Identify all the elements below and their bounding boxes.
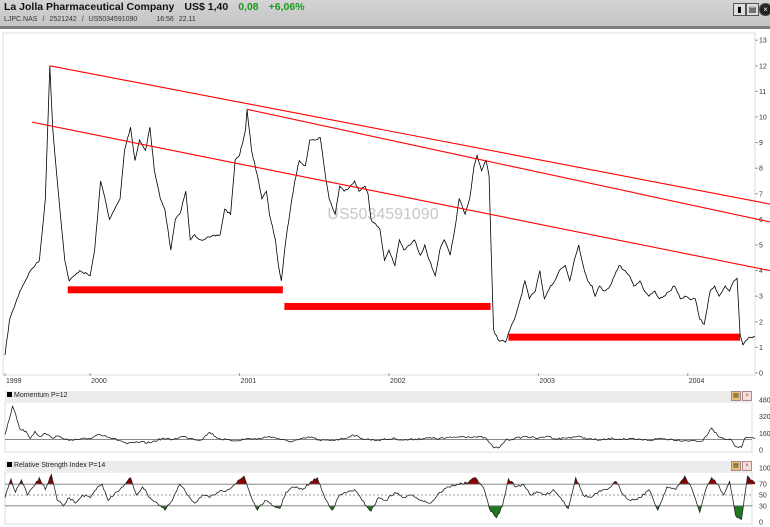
- y-tick-label: 8: [759, 166, 763, 173]
- x-tick-label: 2002: [390, 378, 406, 385]
- quote-details-row: LJPC.NAS / 2521242 / US5034591090 16:56 …: [4, 15, 196, 24]
- close-icon[interactable]: ×: [759, 3, 770, 16]
- isin: US5034591090: [88, 16, 138, 23]
- panel-close-icon[interactable]: ×: [742, 461, 752, 471]
- y-tick-label: 50: [759, 493, 767, 500]
- y-tick-label: 0: [759, 448, 763, 455]
- rsi-plot-frame: [4, 471, 753, 525]
- price-line: [4, 65, 756, 356]
- price-plot-frame: [2, 32, 756, 376]
- y-tick-label: 7: [759, 191, 763, 198]
- separator: /: [42, 16, 45, 23]
- y-tick-label: 480: [759, 398, 770, 405]
- company-name: La Jolla Pharmaceutical Company: [4, 1, 175, 13]
- quote-summary-row: La Jolla Pharmaceutical Company US$ 1,40…: [4, 1, 305, 14]
- y-tick-label: 2: [759, 319, 763, 326]
- rsi-oversold-fill: [5, 505, 755, 520]
- y-tick-label: 5: [759, 243, 763, 250]
- y-tick-label: 13: [759, 38, 767, 45]
- y-tick-label: 100: [759, 466, 770, 473]
- separator: /: [81, 16, 84, 23]
- y-tick-label: 160: [759, 431, 770, 438]
- support-level-bar: [67, 286, 283, 294]
- trendline: [49, 65, 770, 205]
- y-tick-label: 320: [759, 414, 770, 421]
- ticker: LJPC.NAS: [4, 16, 38, 23]
- support-level-bar: [508, 333, 741, 341]
- rsi-overbought-fill: [9, 474, 755, 485]
- y-tick-label: 70: [759, 482, 767, 489]
- momentum-title: Momentum P=12: [14, 392, 68, 399]
- quote-time: 16:56: [156, 16, 174, 23]
- momentum-plot-frame: [4, 401, 753, 453]
- quote-date: 22.11: [178, 16, 196, 23]
- trendline: [246, 108, 770, 223]
- price-change: 0,08: [238, 1, 259, 13]
- last-price: US$ 1,40: [184, 1, 229, 13]
- y-tick-label: 1: [759, 345, 763, 352]
- x-tick-label: 1999: [6, 378, 22, 385]
- support-level-bar: [284, 302, 491, 310]
- panel-settings-icon[interactable]: ▤: [731, 391, 741, 401]
- rsi-line: [4, 473, 756, 520]
- price-change-pct: +6,06%: [268, 1, 305, 13]
- y-tick-label: 3: [759, 294, 763, 301]
- y-tick-label: 11: [759, 89, 766, 96]
- chart-settings-icon[interactable]: ▤: [746, 3, 759, 16]
- x-tick-label: 2000: [91, 378, 107, 385]
- x-tick-label: 2001: [241, 378, 257, 385]
- y-tick-label: 12: [759, 63, 767, 70]
- series-color-swatch: [7, 392, 12, 397]
- y-tick-label: 30: [759, 503, 767, 510]
- x-tick-label: 2003: [539, 378, 555, 385]
- watermark: US5034591090: [327, 206, 438, 223]
- series-color-swatch: [7, 462, 12, 467]
- y-tick-label: 10: [759, 115, 767, 122]
- y-tick-label: 4: [759, 268, 763, 275]
- y-tick-label: 0: [759, 520, 763, 527]
- trendline: [31, 121, 770, 272]
- panel-settings-icon[interactable]: ▤: [731, 461, 741, 471]
- y-tick-label: 0: [759, 371, 763, 378]
- rsi-title: Relative Strength Index P=14: [14, 462, 106, 469]
- security-id: 2521242: [49, 16, 77, 23]
- y-tick-label: 9: [759, 140, 763, 147]
- rsi-panel-header: Relative Strength Index P=14 ▤ ×: [5, 461, 752, 471]
- bar-chart-icon[interactable]: ▮: [733, 3, 746, 16]
- panel-close-icon[interactable]: ×: [742, 391, 752, 401]
- quote-header: La Jolla Pharmaceutical Company US$ 1,40…: [0, 0, 770, 29]
- x-tick-label: 2004: [689, 378, 705, 385]
- momentum-line: [4, 404, 756, 449]
- momentum-panel-header: Momentum P=12 ▤ ×: [5, 391, 752, 401]
